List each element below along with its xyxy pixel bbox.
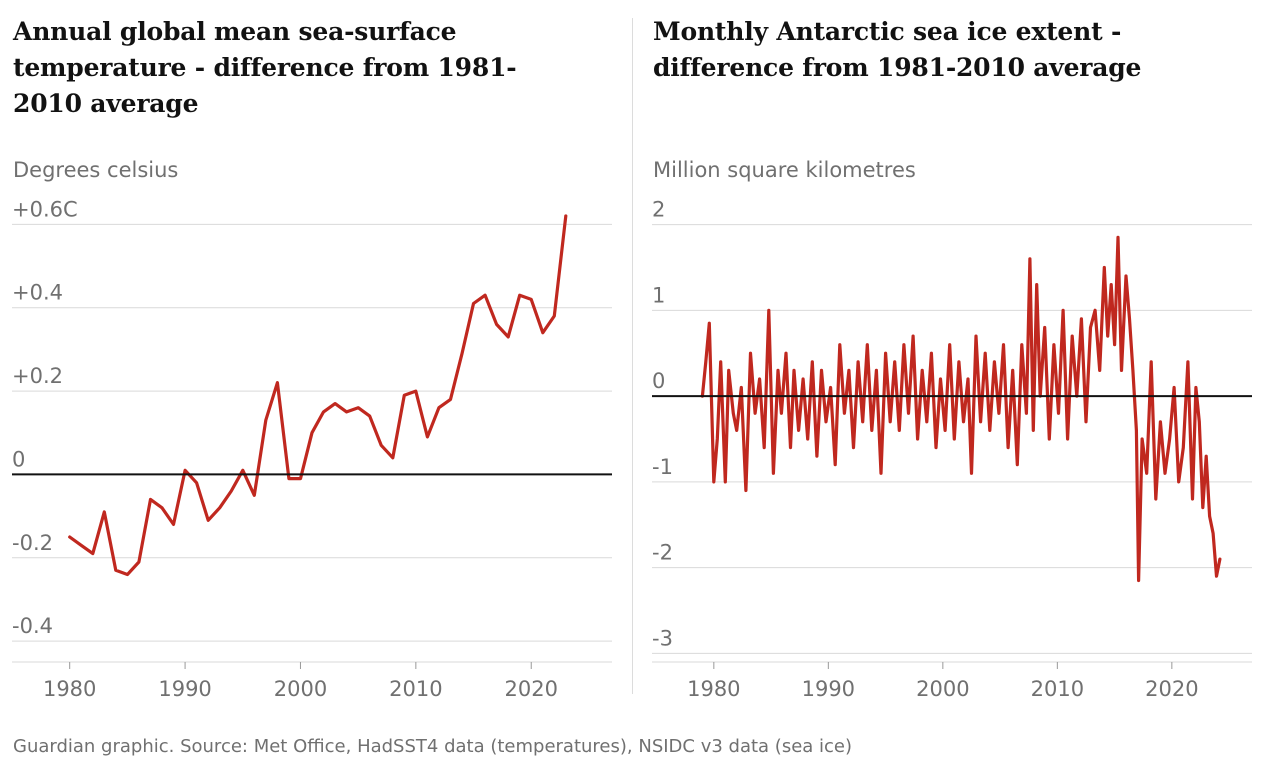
series-line [68,214,568,577]
x-tick-label: 1980 [43,677,96,701]
chart-title: Annual global mean sea-surface temperatu… [13,17,517,118]
sea-ice-chart: 2 1 0 -1 -2 -3 1980 1990 2000 2010 2020 [652,198,1252,701]
x-tick-label: 2000 [274,677,327,701]
y-tick-label: -1 [652,455,673,479]
y-tick-label: -0.2 [12,531,53,555]
x-tick-label: 1980 [687,677,740,701]
source-note: Guardian graphic. Source: Met Office, Ha… [13,736,853,757]
y-tick-label: +0.2 [12,364,63,388]
y-tick-label: 0 [12,447,25,471]
x-tick-label: 1990 [802,677,855,701]
x-tick-label: 2010 [1031,677,1084,701]
series-line [700,235,1222,583]
y-tick-label: -3 [652,626,673,650]
x-tick-label: 2000 [916,677,969,701]
y-tick-label: 0 [652,369,665,393]
panel-divider [632,18,633,694]
x-tick-label: 2010 [389,677,442,701]
temperature-chart: +0.6C +0.4 +0.2 0 -0.2 -0.4 1980 1990 2000 2010 20… [12,197,612,701]
y-tick-label: -0.4 [12,614,53,638]
chart-panel-sea-ice: Monthly Antarctic sea ice extent - diffe… [640,0,1272,710]
y-tick-label: +0.4 [12,281,63,305]
y-axis-unit-label: Million square kilometres [653,158,916,182]
y-tick-label: 1 [652,283,665,307]
y-tick-label: -2 [652,541,673,565]
y-axis-unit-label: Degrees celsius [13,158,179,182]
x-tick-label: 1990 [158,677,211,701]
y-tick-label: +0.6C [12,197,78,221]
x-tick-label: 2020 [1145,677,1198,701]
x-tick-label: 2020 [505,677,558,701]
chart-title: Monthly Antarctic sea ice extent - diffe… [653,17,1142,82]
chart-panel-temperature: Annual global mean sea-surface temperatu… [0,0,620,710]
y-tick-label: 2 [652,198,665,222]
